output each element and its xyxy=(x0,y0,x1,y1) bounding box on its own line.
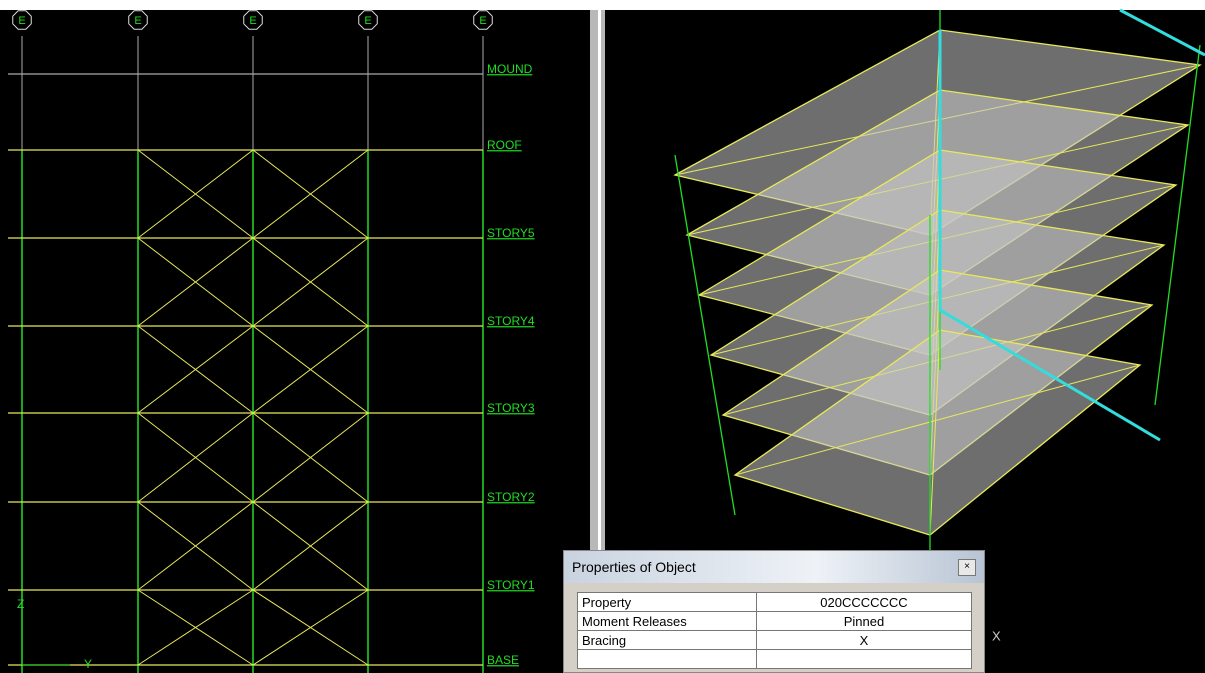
elevation-view xyxy=(0,10,590,673)
grid-bubble xyxy=(128,10,148,30)
brace xyxy=(252,589,369,666)
property-value: X xyxy=(756,630,972,650)
property-name: Property xyxy=(577,592,757,612)
grid-bubble-label: E xyxy=(18,15,25,27)
brace xyxy=(137,589,254,666)
property-row: Property 020CCCCCCC xyxy=(577,592,972,612)
y-axis-label: Y xyxy=(84,657,92,671)
level-label: BASE xyxy=(487,653,519,667)
grid-bubble xyxy=(358,10,378,30)
grid-bubble xyxy=(12,10,32,30)
column xyxy=(674,154,736,516)
brace xyxy=(252,149,369,239)
brace xyxy=(252,501,369,591)
level-label: STORY5 xyxy=(487,226,535,240)
brace xyxy=(137,412,254,503)
brace xyxy=(137,501,254,591)
property-name: Bracing xyxy=(577,630,757,650)
3d-model xyxy=(673,8,1205,575)
grid-bubble-label: E xyxy=(134,15,141,27)
grid-bubble-label: E xyxy=(479,15,486,27)
dialog-title-text: Properties of Object xyxy=(572,559,696,575)
section-cut xyxy=(938,30,1161,442)
property-value: Pinned xyxy=(756,611,972,631)
brace xyxy=(137,149,254,239)
grid-bubble-label: E xyxy=(249,15,256,27)
level-label: MOUND xyxy=(487,62,533,76)
property-row: Moment Releases Pinned xyxy=(577,611,972,631)
splitter xyxy=(590,10,605,673)
brace xyxy=(252,412,369,503)
brace xyxy=(734,364,1141,476)
empty-row xyxy=(577,649,972,669)
x-axis-label: X xyxy=(992,628,1001,643)
section-cut xyxy=(1119,8,1205,57)
property-value: 020CCCCCCC xyxy=(756,592,972,612)
brace xyxy=(137,237,254,327)
level-label: STORY1 xyxy=(487,578,535,592)
grid-bubble xyxy=(473,10,493,30)
brace xyxy=(252,237,369,327)
grid-bubble xyxy=(243,10,263,30)
properties-table: Property 020CCCCCCC Moment Releases Pinned B… xyxy=(577,592,972,669)
level-label: STORY3 xyxy=(487,401,535,415)
z-axis-label: Z xyxy=(17,597,24,611)
property-row: Bracing X xyxy=(577,630,972,650)
dialog-title: Properties of Object × xyxy=(564,551,984,583)
level-label: ROOF xyxy=(487,138,522,152)
brace xyxy=(929,329,941,536)
properties-dialog: Properties of Object × Property 020CCCCCCC… xyxy=(563,550,985,673)
empty-cell xyxy=(577,649,757,669)
brace xyxy=(252,325,369,414)
grid-bubble-label: E xyxy=(364,15,371,27)
empty-cell xyxy=(756,649,972,669)
level-label: STORY4 xyxy=(487,314,535,328)
property-name: Moment Releases xyxy=(577,611,757,631)
level-label: STORY2 xyxy=(487,490,535,504)
splitter-line xyxy=(598,10,601,673)
column xyxy=(1154,44,1201,406)
close-button[interactable]: × xyxy=(958,559,976,576)
brace xyxy=(137,325,254,414)
